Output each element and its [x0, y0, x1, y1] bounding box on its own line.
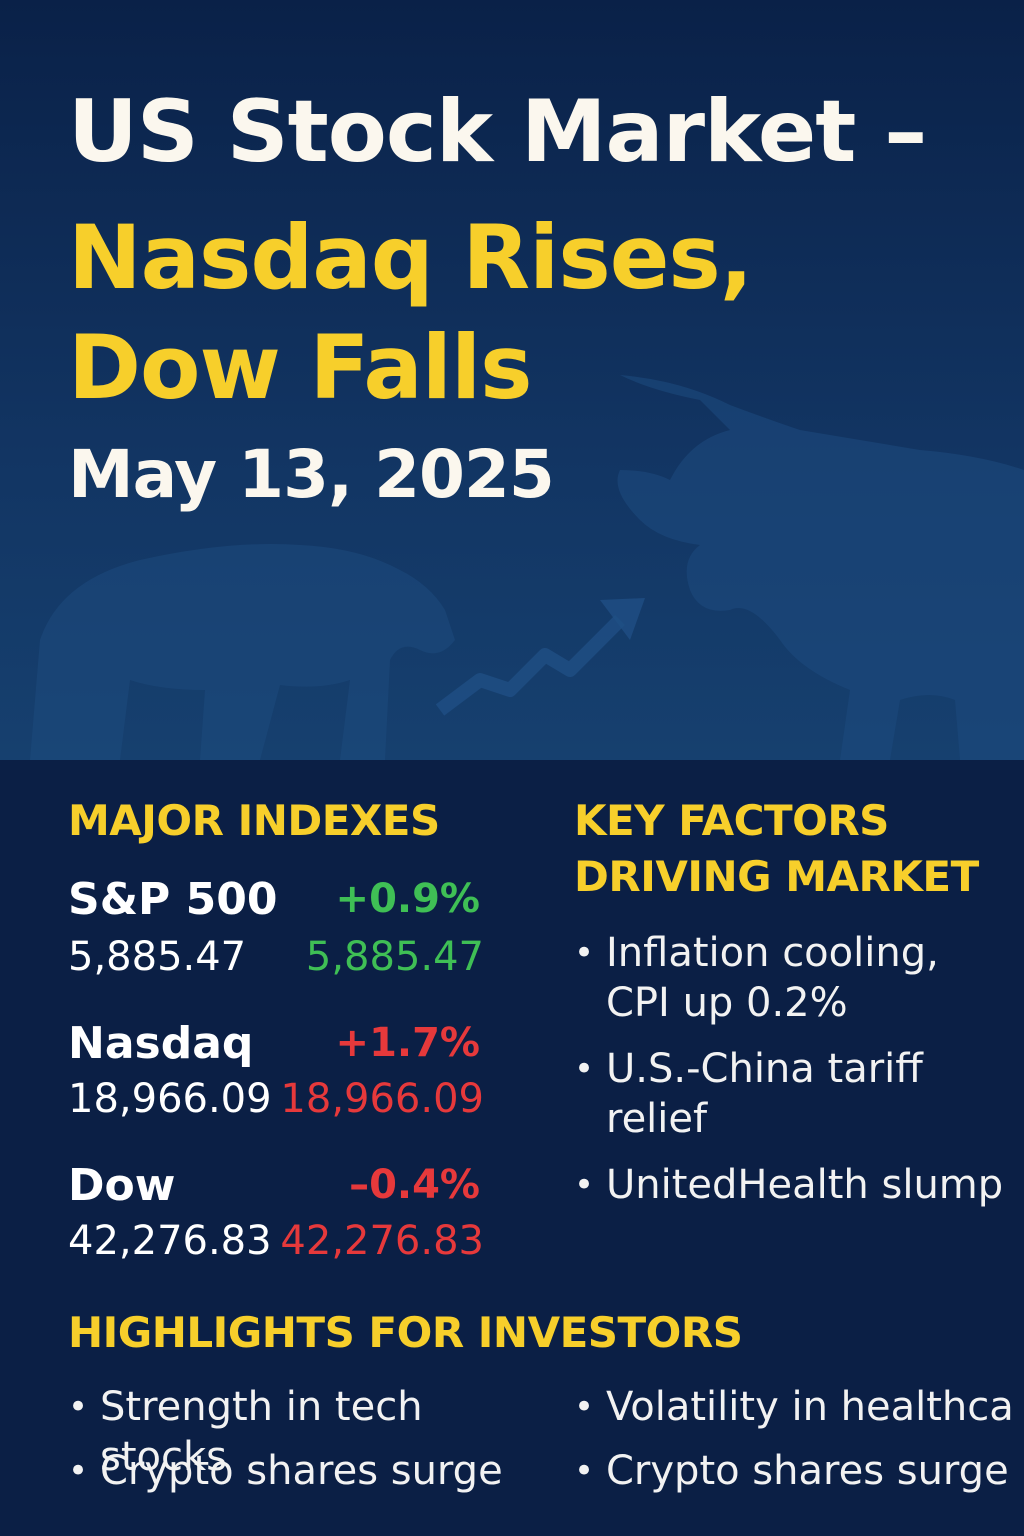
index-value: 5,885.47: [68, 934, 247, 980]
bull-silhouette: [617, 375, 1024, 760]
bear-silhouette: [30, 544, 455, 760]
highlight-text: Crypto shares surge: [606, 1448, 1009, 1494]
index-value: 42,276.83: [68, 1218, 272, 1264]
bullet-icon: •: [68, 1387, 89, 1427]
index-value-colored: 18,966.09: [280, 1076, 484, 1122]
highlight-item: • Volatility in healthcare: [574, 1382, 1014, 1432]
highlight-item: • Crypto shares surge: [574, 1446, 1014, 1496]
major-indexes-title: MAJOR INDEXES: [68, 796, 440, 845]
headline-line-3: Dow Falls: [68, 316, 532, 419]
trend-arrow-head: [600, 598, 645, 640]
headline-line-1: US Stock Market –: [68, 82, 927, 182]
headline-line-2: Nasdaq Rises,: [68, 206, 753, 309]
headline-date: May 13, 2025: [68, 436, 555, 513]
key-factors-title-line-1: KEY FACTORS: [574, 796, 889, 845]
index-value-colored: 5,885.47: [305, 934, 484, 980]
index-name: Dow: [68, 1160, 176, 1211]
highlights-title: HIGHLIGHTS FOR INVESTORS: [68, 1308, 743, 1357]
bull-bear-background: [30, 375, 1024, 760]
index-change: +0.9%: [335, 876, 480, 922]
key-factor-line-2: relief: [606, 1096, 708, 1142]
index-value: 18,966.09: [68, 1076, 272, 1122]
highlight-item: • Crypto shares surge: [68, 1446, 548, 1496]
key-factor-item: • Inflation cooling, CPI up 0.2%: [574, 928, 994, 1028]
key-factor-line-1: U.S.-China tariff: [606, 1046, 923, 1092]
highlight-text: Crypto shares surge: [100, 1448, 503, 1494]
bullet-icon: •: [574, 1451, 595, 1491]
bullet-icon: •: [574, 1049, 595, 1089]
highlight-item: • Strength in tech stocks: [68, 1382, 548, 1482]
bullet-icon: •: [68, 1451, 89, 1491]
hero-banner: US Stock Market – Nasdaq Rises, Dow Fall…: [0, 0, 1024, 760]
highlight-text: Strength in tech stocks: [100, 1384, 423, 1480]
index-value-colored: 42,276.83: [280, 1218, 484, 1264]
key-factor-line-1: Inflation cooling,: [606, 930, 939, 976]
highlight-text: Volatility in healthcare: [606, 1384, 1014, 1430]
index-change: +1.7%: [335, 1020, 480, 1066]
bullet-icon: •: [574, 1387, 595, 1427]
content-panel: MAJOR INDEXES S&P 500 +0.9% 5,885.47 5,8…: [0, 760, 1024, 1536]
index-name: S&P 500: [68, 874, 278, 925]
bullet-icon: •: [574, 1165, 595, 1205]
index-name: Nasdaq: [68, 1018, 254, 1069]
key-factor-line-1: UnitedHealth slump: [606, 1162, 1004, 1208]
trend-arrow-icon: [435, 615, 625, 716]
key-factor-item: • UnitedHealth slump: [574, 1160, 1004, 1210]
bullet-icon: •: [574, 933, 595, 973]
key-factor-line-2: CPI up 0.2%: [606, 980, 848, 1026]
key-factors-title-line-2: DRIVING MARKET: [574, 852, 979, 901]
index-change: –0.4%: [349, 1162, 480, 1208]
key-factor-item: • U.S.-China tariff relief: [574, 1044, 994, 1144]
